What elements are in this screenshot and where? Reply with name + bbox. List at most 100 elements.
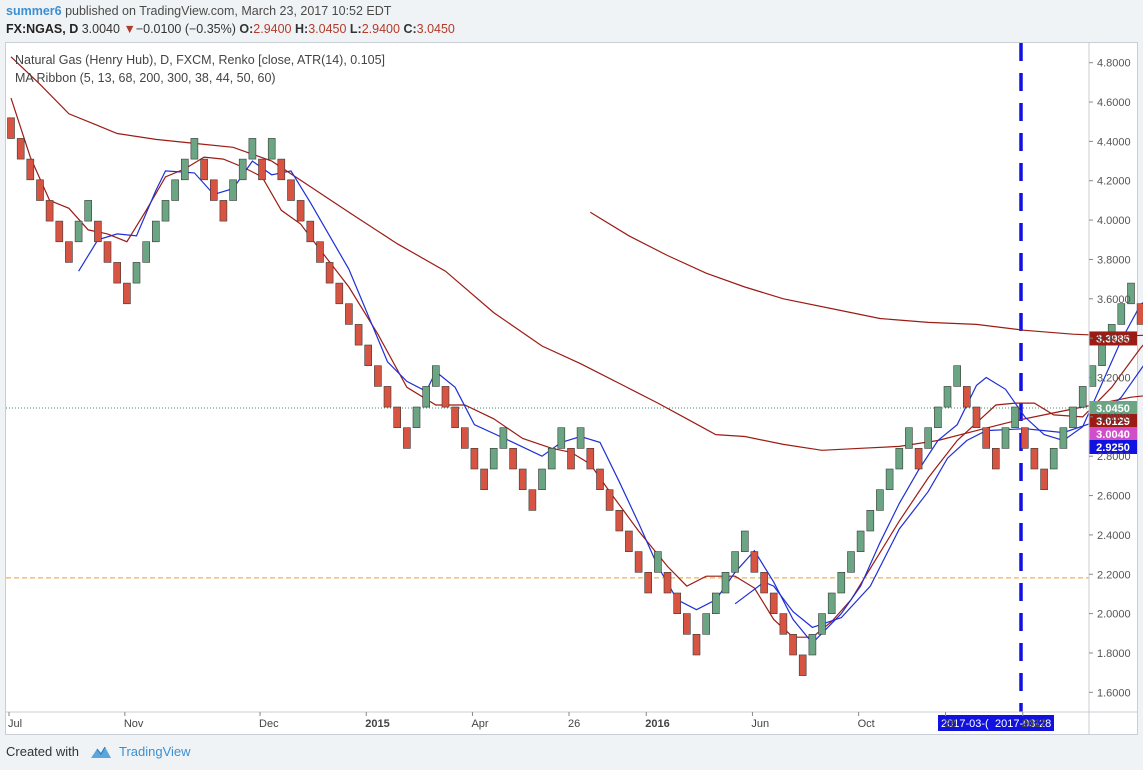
y-tick-label: 3.8000 <box>1097 254 1131 266</box>
y-tick-label: 4.0000 <box>1097 215 1131 227</box>
open-label: O: <box>239 22 254 36</box>
low-label: L: <box>349 22 362 36</box>
renko-brick-up <box>190 138 199 160</box>
renko-brick-down <box>296 200 305 222</box>
renko-brick-down <box>26 158 35 181</box>
ma-blue-fast-line <box>78 160 1143 644</box>
ma-ribbon-layer <box>10 56 1143 644</box>
tradingview-brand-link[interactable]: TradingView <box>118 744 191 759</box>
renko-brick-up <box>934 406 942 429</box>
renko-brick-down <box>769 592 778 615</box>
price-label-text: 3.0129 <box>1096 416 1130 428</box>
renko-brick-down <box>596 468 604 491</box>
renko-brick-up <box>132 262 141 284</box>
renko-brick-up <box>847 551 855 573</box>
renko-brick-up <box>740 530 749 553</box>
renko-brick-down <box>972 406 981 429</box>
renko-brick-down <box>634 551 643 573</box>
renko-brick-down <box>1040 468 1048 491</box>
renko-brick-down <box>258 158 266 181</box>
author-link[interactable]: summer6 <box>6 4 62 18</box>
renko-brick-down <box>798 654 807 676</box>
renko-brick-up <box>431 365 440 387</box>
renko-brick-up <box>721 571 730 594</box>
y-tick-label: 3.2000 <box>1097 373 1131 385</box>
brick-layer <box>7 117 1143 676</box>
renko-brick-down <box>528 489 537 511</box>
renko-brick-down <box>470 447 479 470</box>
renko-brick-down <box>306 220 315 243</box>
renko-brick-down <box>480 468 488 491</box>
last-price: 3.0040 <box>81 22 120 36</box>
date-label-box <box>938 715 992 731</box>
renko-brick-up <box>576 427 585 449</box>
renko-brick-up <box>499 427 508 449</box>
price-label-text: 2.9250 <box>1096 442 1130 454</box>
renko-brick-down <box>991 447 1000 470</box>
renko-brick-up <box>1011 406 1019 429</box>
renko-brick-up <box>248 138 257 160</box>
renko-brick-up <box>1069 406 1077 429</box>
renko-brick-down <box>509 447 517 470</box>
renko-brick-down <box>364 344 373 367</box>
renko-brick-down <box>779 613 788 635</box>
x-tick-label: Dec <box>259 718 279 730</box>
renko-brick-down <box>982 427 991 449</box>
publish-text: published on TradingView.com, March 23, … <box>61 4 392 18</box>
renko-brick-down <box>567 447 575 470</box>
renko-brick-up <box>943 386 952 408</box>
renko-brick-up <box>84 200 92 222</box>
renko-brick-down <box>914 447 923 470</box>
price-label-box <box>1089 331 1137 346</box>
renko-brick-down <box>760 571 768 594</box>
renko-brick-up <box>267 138 276 160</box>
price-label-box <box>1089 413 1137 428</box>
renko-brick-down <box>625 530 633 553</box>
renko-brick-down <box>277 158 286 181</box>
renko-brick-down <box>219 200 228 222</box>
renko-brick-up <box>557 427 566 449</box>
renko-brick-down <box>316 241 324 263</box>
renko-brick-down <box>1136 303 1143 325</box>
renko-brick-up <box>711 592 720 615</box>
created-with-text: Created with <box>6 744 79 759</box>
price-label-box <box>1089 426 1137 441</box>
tradingview-logo-icon <box>90 746 111 758</box>
renko-brick-up <box>422 386 431 408</box>
renko-brick-down <box>345 303 353 325</box>
renko-brick-up <box>953 365 962 387</box>
renko-brick-up <box>654 551 662 573</box>
renko-brick-up <box>412 406 421 429</box>
renko-brick-up <box>1088 365 1097 387</box>
y-tick-label: 3.6000 <box>1097 294 1131 306</box>
renko-brick-up <box>731 551 739 573</box>
renko-brick-up <box>837 571 846 594</box>
ma-blue-slow-line <box>734 365 1143 629</box>
renko-brick-down <box>586 447 595 470</box>
renko-brick-down <box>441 386 450 408</box>
renko-brick-up <box>827 592 836 615</box>
renko-brick-down <box>16 138 25 160</box>
price-label-text: 3.0040 <box>1096 429 1130 441</box>
symbol-line: FX:NGAS, D 3.0040 ▼−0.0100 (−0.35%) O:2.… <box>6 22 455 36</box>
x-tick-label: Jun <box>751 718 769 730</box>
renko-brick-down <box>663 571 672 594</box>
renko-brick-up <box>876 489 884 511</box>
renko-brick-up <box>238 158 247 181</box>
ma-red-fast-line <box>10 97 1143 638</box>
renko-brick-up <box>895 447 904 470</box>
renko-brick-down <box>383 386 392 408</box>
renko-brick-down <box>403 427 411 449</box>
y-tick-label: 1.8000 <box>1097 648 1131 660</box>
renko-brick-down <box>750 551 759 573</box>
x-tick-label: Apr <box>471 718 488 730</box>
y-tick-label: 1.6000 <box>1097 687 1131 699</box>
grid-layer <box>6 43 1089 712</box>
renko-brick-up <box>547 447 556 470</box>
renko-brick-down <box>692 633 701 656</box>
y-tick-label: 4.8000 <box>1097 58 1131 70</box>
ma-ribbon-legend: MA Ribbon (5, 13, 68, 200, 300, 38, 44, … <box>15 71 276 85</box>
renko-brick-up <box>856 530 865 553</box>
renko-brick-up <box>1001 427 1010 449</box>
